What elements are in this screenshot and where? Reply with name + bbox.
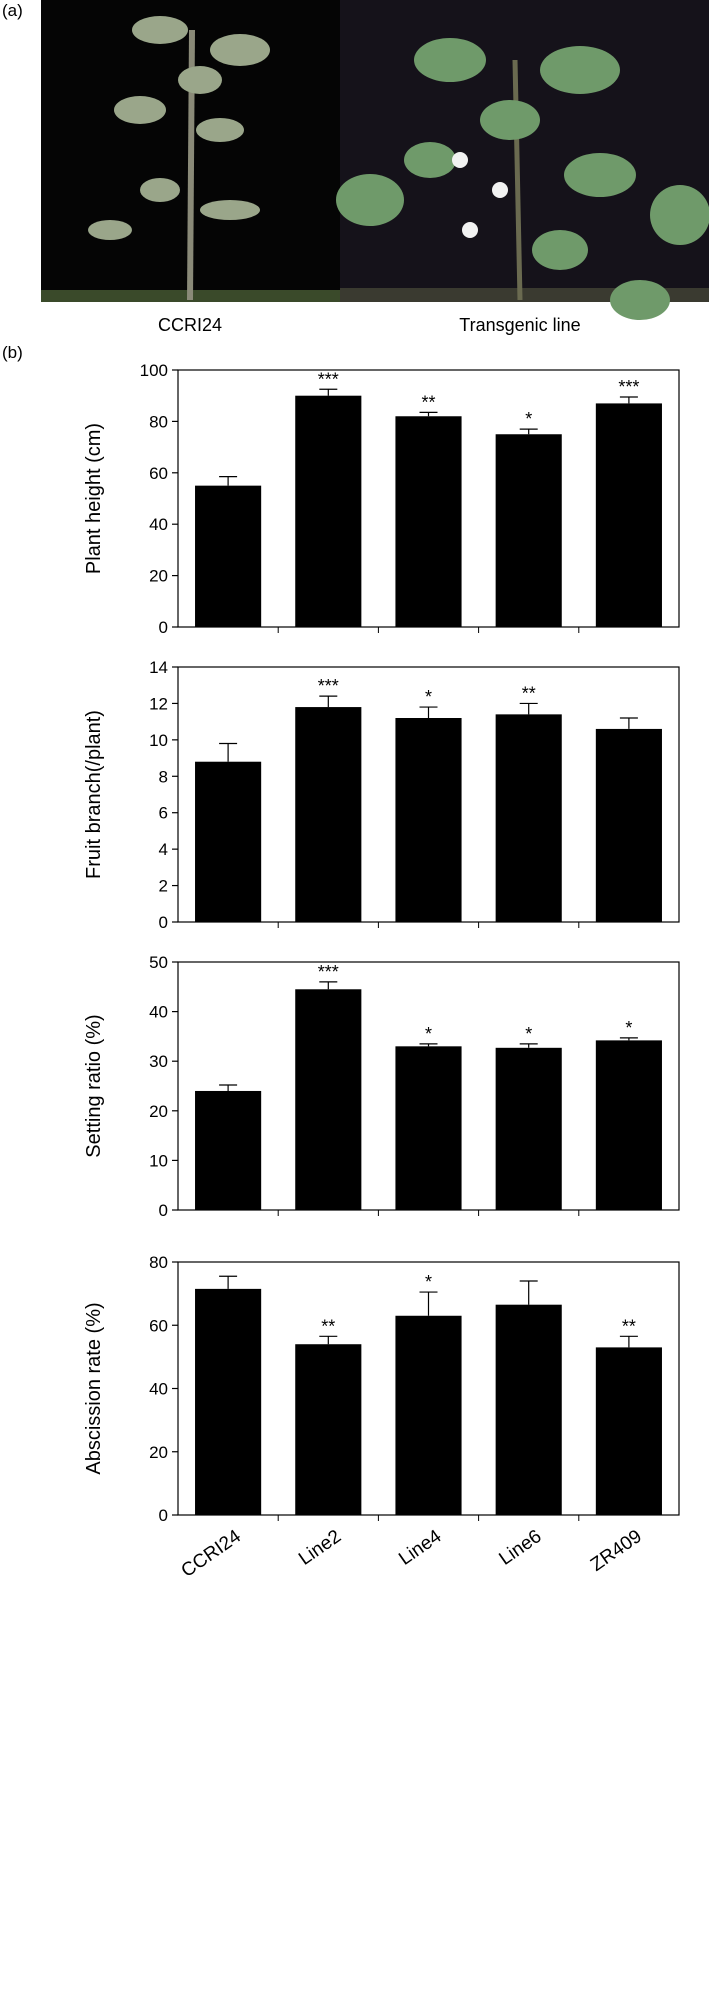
error-bar xyxy=(219,1275,238,1289)
y-tick-label: 0 xyxy=(159,618,168,637)
y-tick-label: 0 xyxy=(159,1506,168,1525)
bar xyxy=(195,485,262,627)
y-axis-label: Plant height (cm) xyxy=(83,423,105,574)
y-axis-label: Abscission rate (%) xyxy=(83,1302,105,1474)
x-tick-label: CCRI24 xyxy=(178,1526,246,1582)
error-bar xyxy=(519,1043,538,1048)
y-tick-label: 40 xyxy=(149,1380,168,1399)
y-tick-label: 60 xyxy=(149,1316,168,1335)
bar xyxy=(495,714,562,922)
photo-right xyxy=(336,0,709,320)
error-bar xyxy=(419,706,438,718)
error-bar xyxy=(319,695,338,708)
error-bar xyxy=(619,1037,638,1041)
y-tick-label: 80 xyxy=(149,1253,168,1272)
y-tick-label: 100 xyxy=(140,361,168,380)
significance-label: * xyxy=(525,1024,532,1044)
y-tick-label: 2 xyxy=(159,877,168,896)
x-tick-label: Line4 xyxy=(395,1526,445,1570)
y-tick-label: 6 xyxy=(159,804,168,823)
photo-label: CCRI24 xyxy=(158,315,222,335)
error-bar xyxy=(619,396,638,404)
bar xyxy=(395,416,462,627)
error-bar xyxy=(419,1043,438,1047)
photo-left xyxy=(41,0,340,302)
significance-label: * xyxy=(425,1272,432,1292)
x-tick-label: ZR409 xyxy=(587,1526,646,1576)
x-tick-label: Line6 xyxy=(495,1526,545,1570)
error-bar xyxy=(219,742,238,762)
significance-label: ** xyxy=(321,1316,335,1336)
y-tick-label: 80 xyxy=(149,412,168,431)
significance-label: * xyxy=(425,687,432,707)
panel-label: (a) xyxy=(2,1,23,20)
bar xyxy=(595,403,662,627)
y-tick-label: 10 xyxy=(149,1151,168,1170)
significance-label: * xyxy=(625,1018,632,1038)
significance-label: ** xyxy=(421,392,435,412)
panel-label: (b) xyxy=(2,343,23,362)
bar xyxy=(195,1090,262,1210)
bar xyxy=(595,1347,662,1515)
significance-label: *** xyxy=(318,962,339,982)
y-tick-label: 60 xyxy=(149,464,168,483)
y-tick-label: 20 xyxy=(149,1443,168,1462)
significance-label: *** xyxy=(318,676,339,696)
significance-label: ** xyxy=(522,683,536,703)
y-tick-label: 30 xyxy=(149,1052,168,1071)
bar xyxy=(295,395,362,627)
y-axis-label: Fruit branch(/plant) xyxy=(83,710,105,879)
y-tick-label: 0 xyxy=(159,913,168,932)
significance-label: * xyxy=(425,1024,432,1044)
bar xyxy=(495,434,562,627)
bar xyxy=(395,718,462,922)
bar xyxy=(595,1040,662,1210)
error-bar xyxy=(419,1291,438,1316)
error-bar xyxy=(619,717,638,729)
bar xyxy=(395,1046,462,1210)
error-bar xyxy=(519,702,538,715)
x-tick-label: Line2 xyxy=(295,1526,345,1570)
significance-label: ** xyxy=(622,1316,636,1336)
bar xyxy=(495,1047,562,1210)
error-bar xyxy=(519,428,538,435)
bar xyxy=(295,989,362,1210)
significance-label: * xyxy=(525,409,532,429)
bar xyxy=(195,1288,262,1515)
error-bar xyxy=(219,1084,238,1091)
error-bar xyxy=(319,981,338,990)
y-tick-label: 20 xyxy=(149,1102,168,1121)
error-bar xyxy=(219,476,238,486)
error-bar xyxy=(519,1280,538,1305)
y-tick-label: 0 xyxy=(159,1201,168,1220)
y-axis-label: Setting ratio (%) xyxy=(83,1014,105,1157)
significance-label: *** xyxy=(318,369,339,389)
y-tick-label: 8 xyxy=(159,767,168,786)
y-tick-label: 20 xyxy=(149,567,168,586)
bar xyxy=(395,1315,462,1515)
bar xyxy=(195,761,262,922)
error-bar xyxy=(619,1335,638,1348)
photo-label: Transgenic line xyxy=(459,315,580,335)
significance-label: *** xyxy=(618,377,639,397)
bar xyxy=(295,707,362,922)
bar xyxy=(495,1304,562,1515)
y-tick-label: 10 xyxy=(149,731,168,750)
y-tick-label: 14 xyxy=(149,658,168,677)
error-bar xyxy=(419,411,438,417)
bar xyxy=(595,728,662,922)
y-tick-label: 12 xyxy=(149,694,168,713)
y-tick-label: 50 xyxy=(149,953,168,972)
error-bar xyxy=(319,388,338,396)
y-tick-label: 4 xyxy=(159,840,168,859)
y-tick-label: 40 xyxy=(149,515,168,534)
error-bar xyxy=(319,1335,338,1345)
y-tick-label: 40 xyxy=(149,1003,168,1022)
bar xyxy=(295,1344,362,1515)
